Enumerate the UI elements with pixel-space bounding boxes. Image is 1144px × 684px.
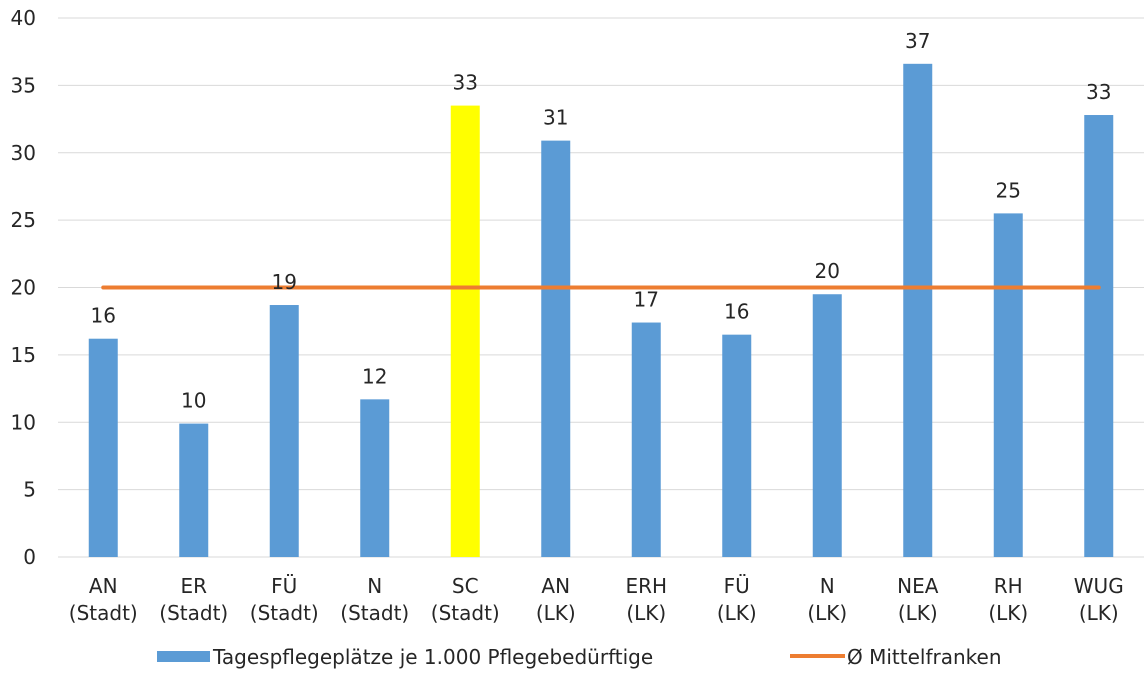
bar-6 — [631, 322, 661, 557]
category-label-3-line-1: (Stadt) — [340, 601, 409, 625]
data-label-3: 12 — [362, 364, 387, 388]
category-label-0: AN (Stadt) — [69, 574, 138, 625]
category-label-11: WUG (LK) — [1074, 574, 1124, 625]
category-label-1-line-1: (Stadt) — [159, 601, 228, 625]
category-label-5: AN (LK) — [536, 574, 576, 625]
category-label-7: FÜ (LK) — [717, 574, 757, 625]
x-axis-category-labels: AN (Stadt) ER (Stadt) FÜ (Stadt) N (Stadt) SC (St… — [69, 574, 1124, 625]
y-axis-tick-labels: 0 5 10 15 20 25 30 35 40 — [11, 6, 36, 569]
data-labels: 16 10 19 12 33 31 17 16 20 37 25 33 — [91, 29, 1112, 413]
category-label-3-line-0: N — [367, 574, 382, 598]
data-label-10: 25 — [996, 178, 1021, 202]
category-label-1-line-0: ER — [180, 574, 207, 598]
bar-5 — [541, 140, 571, 557]
category-label-5-line-0: AN — [541, 574, 570, 598]
bar-8 — [812, 294, 842, 557]
category-label-10-line-1: (LK) — [988, 601, 1028, 625]
data-label-9: 37 — [905, 29, 930, 53]
y-tick-label-30: 30 — [11, 141, 36, 165]
y-tick-label-35: 35 — [11, 73, 36, 97]
category-label-9: NEA (LK) — [897, 574, 939, 625]
data-label-11: 33 — [1086, 80, 1111, 104]
legend-label-line: Ø Mittelfranken — [847, 645, 1002, 669]
y-tick-label-10: 10 — [11, 410, 36, 434]
y-tick-label-15: 15 — [11, 343, 36, 367]
category-label-8: N (LK) — [807, 574, 847, 625]
category-label-6: ERH (LK) — [625, 574, 667, 625]
bar-4 — [450, 105, 480, 558]
category-label-3: N (Stadt) — [340, 574, 409, 625]
y-tick-label-0: 0 — [23, 545, 36, 569]
category-label-10-line-0: RH — [994, 574, 1023, 598]
category-label-8-line-1: (LK) — [807, 601, 847, 625]
category-label-9-line-1: (LK) — [898, 601, 938, 625]
data-label-6: 17 — [634, 288, 659, 312]
y-tick-label-5: 5 — [23, 478, 36, 502]
bar-3 — [360, 399, 390, 557]
bar-9 — [903, 63, 933, 557]
category-label-0-line-0: AN — [89, 574, 118, 598]
category-label-4-line-1: (Stadt) — [431, 601, 500, 625]
bar-0 — [88, 338, 118, 557]
bar-11 — [1084, 115, 1114, 558]
bar-2 — [269, 305, 299, 557]
y-tick-label-40: 40 — [11, 6, 36, 30]
bar-1 — [179, 423, 209, 557]
category-label-7-line-1: (LK) — [717, 601, 757, 625]
y-tick-label-20: 20 — [11, 276, 36, 300]
category-label-1: ER (Stadt) — [159, 574, 228, 625]
category-label-10: RH (LK) — [988, 574, 1028, 625]
data-label-5: 31 — [543, 106, 568, 130]
category-label-6-line-0: ERH — [625, 574, 667, 598]
category-label-2-line-0: FÜ — [271, 574, 297, 598]
category-label-5-line-1: (LK) — [536, 601, 576, 625]
data-label-4: 33 — [453, 71, 478, 95]
category-label-0-line-1: (Stadt) — [69, 601, 138, 625]
legend-swatch-bars — [157, 651, 210, 662]
bars — [88, 63, 1114, 558]
category-label-7-line-0: FÜ — [724, 574, 750, 598]
category-label-8-line-0: N — [820, 574, 835, 598]
data-label-8: 20 — [815, 259, 840, 283]
bar-7 — [722, 334, 752, 557]
category-label-4: SC (Stadt) — [431, 574, 500, 625]
category-label-2: FÜ (Stadt) — [250, 574, 319, 625]
data-label-0: 16 — [91, 304, 116, 328]
legend: Tagespflegeplätze je 1.000 Pflegebedürft… — [157, 645, 1002, 669]
data-label-7: 16 — [724, 300, 749, 324]
bar-10 — [993, 213, 1023, 557]
data-label-1: 10 — [181, 389, 206, 413]
category-label-6-line-1: (LK) — [626, 601, 666, 625]
legend-label-bars: Tagespflegeplätze je 1.000 Pflegebedürft… — [212, 645, 653, 669]
category-label-11-line-0: WUG — [1074, 574, 1124, 598]
data-label-2: 19 — [272, 270, 297, 294]
category-label-2-line-1: (Stadt) — [250, 601, 319, 625]
category-label-9-line-0: NEA — [897, 574, 939, 598]
category-label-11-line-1: (LK) — [1079, 601, 1119, 625]
y-tick-label-25: 25 — [11, 208, 36, 232]
category-label-4-line-0: SC — [452, 574, 479, 598]
